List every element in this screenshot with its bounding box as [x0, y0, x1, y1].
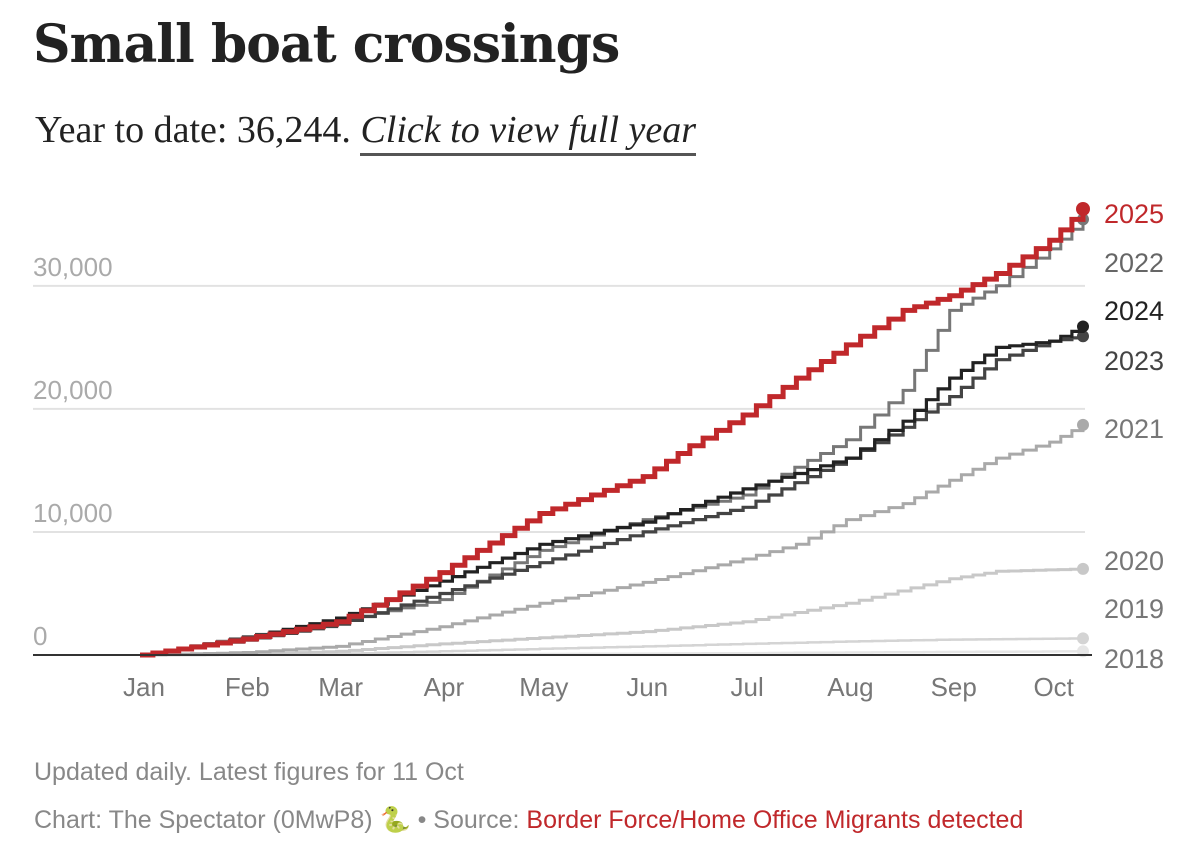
series-label-2022: 2022 — [1104, 248, 1164, 278]
series-line-2025 — [140, 209, 1086, 658]
series-end-marker-2025 — [1076, 202, 1090, 216]
series-lines: 2018 2019 2020 2021 2022 2023 2024 2025 — [140, 199, 1164, 674]
series-label-2023: 2023 — [1104, 346, 1164, 376]
series-label-2021: 2021 — [1104, 414, 1164, 444]
view-full-year-link[interactable]: Click to view full year — [360, 109, 697, 156]
series-label-2020: 2020 — [1104, 546, 1164, 576]
series-label-2025: 2025 — [1104, 199, 1164, 229]
x-tick-label-aug: Aug — [827, 672, 873, 702]
series-line-2021 — [140, 424, 1085, 657]
gridlines: 0 10,000 20,000 30,000 — [33, 252, 1085, 651]
updated-note: Updated daily. Latest figures for 11 Oct — [34, 758, 464, 786]
y-tick-label: 20,000 — [33, 375, 113, 405]
year-to-date-text: Year to date: 36,244. — [35, 109, 361, 151]
x-tick-label-apr: Apr — [424, 672, 465, 702]
chart-title: Small boat crossings — [33, 14, 620, 75]
source-link[interactable]: Border Force/Home Office Migrants detect… — [526, 806, 1024, 834]
x-tick-label-oct: Oct — [1033, 672, 1074, 702]
x-tick-label-jul: Jul — [730, 672, 763, 702]
series-end-marker-2020 — [1077, 562, 1089, 575]
series-line-2020 — [140, 567, 1085, 657]
x-tick-label-feb: Feb — [225, 672, 270, 702]
x-tick-label-mar: Mar — [318, 672, 363, 702]
y-tick-label: 0 — [33, 621, 47, 651]
x-tick-label-may: May — [519, 672, 568, 702]
source-credit: Chart: The Spectator (0MwP8) 🐍 • Source:… — [34, 806, 1023, 835]
series-label-2019: 2019 — [1104, 594, 1164, 624]
series-line-2024 — [140, 326, 1085, 657]
series-label-2018: 2018 — [1104, 644, 1164, 674]
x-tick-label-jun: Jun — [626, 672, 668, 702]
series-end-marker-2024 — [1077, 320, 1089, 333]
series-end-marker-2023 — [1077, 330, 1089, 343]
axes: Jan Feb Mar Apr May Jun Jul Aug Sep Oct — [33, 654, 1092, 702]
series-label-2024: 2024 — [1104, 296, 1164, 326]
series-line-2023 — [140, 336, 1085, 657]
y-tick-label: 10,000 — [33, 498, 113, 528]
series-end-marker-2019 — [1077, 632, 1089, 645]
x-tick-label-jan: Jan — [123, 672, 165, 702]
series-end-marker-2021 — [1077, 418, 1089, 431]
y-tick-label: 30,000 — [33, 252, 113, 282]
subtitle: Year to date: 36,244. Click to view full… — [35, 108, 697, 156]
credit-text: Chart: The Spectator (0MwP8) 🐍 • Source: — [34, 806, 527, 834]
series-line-2019 — [140, 637, 1085, 657]
x-tick-label-sep: Sep — [931, 672, 977, 702]
